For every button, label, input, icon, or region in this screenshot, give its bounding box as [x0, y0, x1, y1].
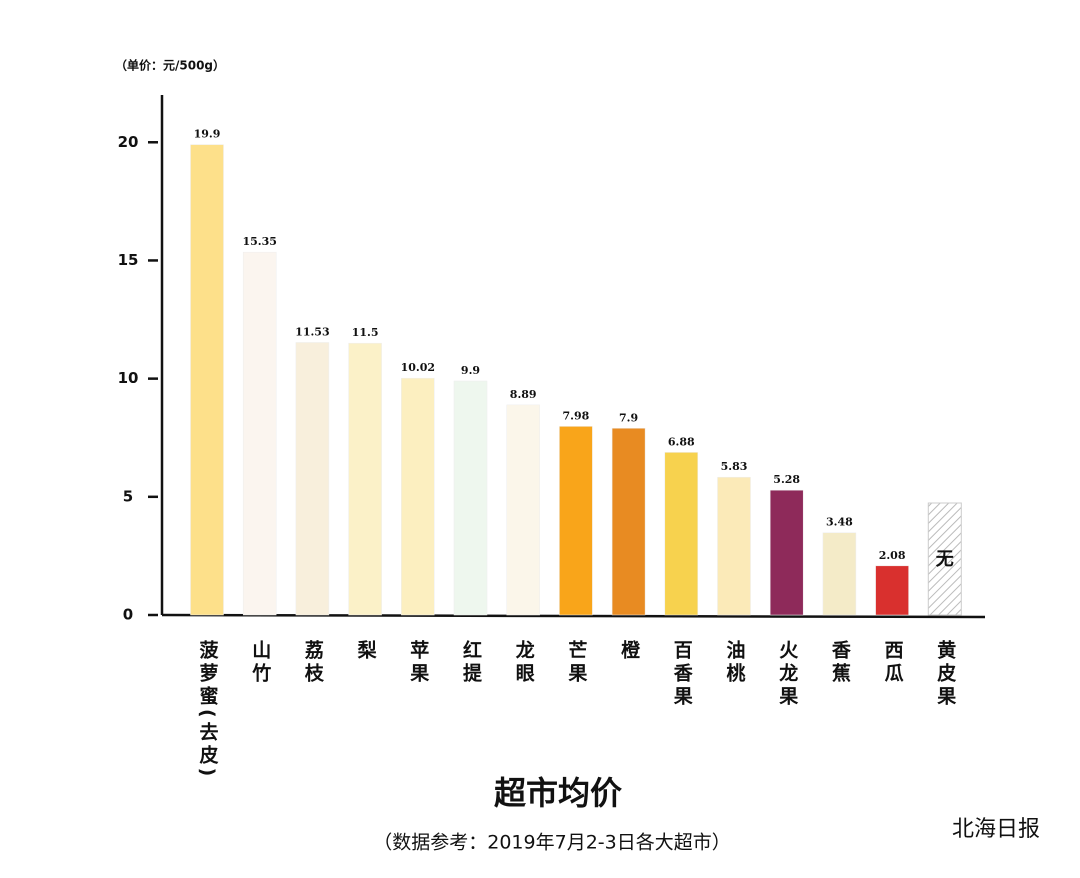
bar: [401, 377, 435, 616]
x-tick-label: 香蕉: [829, 640, 852, 686]
y-tick-label: 0: [123, 606, 133, 624]
y-tick-label: 15: [118, 251, 139, 269]
x-tick-label: 芒果: [565, 639, 588, 686]
x-axis: [161, 613, 986, 619]
x-tick-label: 百香果: [671, 640, 694, 709]
value-label: 11.53: [295, 325, 329, 338]
value-label: 10.02: [401, 361, 435, 374]
x-tick-label: 梨: [355, 639, 378, 663]
x-tick-label: 火龙果: [776, 640, 799, 709]
x-tick-label: 油桃: [724, 640, 746, 686]
bar: [559, 426, 593, 616]
y-tick-label: 10: [118, 369, 139, 387]
value-label: 11.5: [352, 326, 379, 339]
x-tick-label: 苹果: [407, 639, 430, 686]
bar: [664, 452, 699, 616]
x-tick-label: 龙眼: [513, 639, 535, 686]
bar: [769, 489, 804, 616]
value-label: 3.48: [826, 516, 853, 529]
value-label: 19.9: [194, 128, 221, 141]
bar: [717, 476, 751, 616]
value-label: 7.9: [619, 411, 638, 424]
value-label: 15.35: [242, 235, 276, 248]
x-tick-label: 西瓜: [882, 640, 904, 686]
bar: [453, 380, 488, 616]
value-label: 8.89: [510, 388, 537, 401]
value-label: 7.98: [563, 409, 590, 422]
value-label: 5.83: [721, 460, 748, 473]
value-label: 9.9: [461, 364, 480, 377]
bar: [190, 144, 224, 616]
bar: [822, 532, 857, 616]
x-tick-label: 橙: [618, 639, 640, 663]
source: 北海日报: [952, 817, 1040, 842]
no-data-box: [927, 502, 962, 616]
no-data-label: 无: [936, 549, 954, 570]
x-tick-label: 菠萝蜜(去皮): [197, 639, 219, 781]
y-tick-label: 20: [118, 133, 139, 151]
y-tick-label: 5: [123, 487, 133, 505]
x-tick-label: 山竹: [249, 640, 272, 686]
chart-title: 超市均价: [494, 774, 622, 812]
bar: [295, 342, 330, 616]
value-label: 2.08: [879, 549, 906, 562]
chart-subtitle: （数据参考：2019年7月2-3日各大超市）: [373, 832, 730, 854]
bar: [506, 404, 540, 616]
bar: [875, 565, 909, 616]
x-tick-label: 黄皮果: [934, 639, 957, 709]
bar: [611, 428, 646, 616]
x-tick-label: 荔枝: [302, 640, 324, 686]
x-tick-label: 红提: [460, 639, 482, 686]
value-label: 6.88: [668, 435, 695, 448]
bar: [242, 251, 277, 616]
value-label: 5.28: [773, 473, 800, 486]
y-axis-unit: （单价：元/500g）: [115, 58, 225, 73]
bar: [348, 342, 382, 616]
